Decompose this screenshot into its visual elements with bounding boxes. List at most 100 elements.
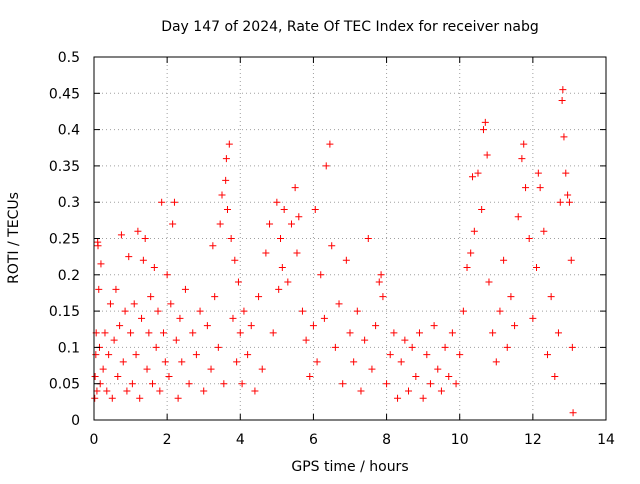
y-tick-label: 0.4: [58, 123, 80, 139]
data-point-marker: [559, 86, 567, 94]
data-point-marker: [394, 394, 402, 402]
data-point-marker: [185, 380, 193, 388]
data-point-marker: [287, 220, 295, 228]
data-point-marker: [295, 213, 303, 221]
data-point-marker: [207, 365, 215, 373]
x-tick-label: 8: [382, 432, 391, 448]
data-point-marker: [222, 155, 230, 163]
data-point-marker: [474, 169, 482, 177]
data-point-marker: [214, 343, 222, 351]
data-point-marker: [483, 151, 491, 159]
x-tick-label: 6: [309, 432, 318, 448]
data-point-marker: [269, 329, 277, 337]
data-point-marker: [99, 365, 107, 373]
data-point-marker: [489, 329, 497, 337]
data-point-marker: [518, 155, 526, 163]
data-point-marker: [112, 285, 120, 293]
data-point-marker: [547, 293, 555, 301]
data-point-marker: [156, 387, 164, 395]
points-layer: [91, 86, 577, 417]
data-point-marker: [154, 307, 162, 315]
data-point-marker: [123, 387, 131, 395]
data-point-marker: [456, 351, 464, 359]
data-point-marker: [240, 307, 248, 315]
data-point-marker: [536, 184, 544, 192]
data-point-marker: [163, 271, 171, 279]
data-point-marker: [353, 307, 361, 315]
axes-layer: 0 2 4 6 8 10 12 14 0 0.05 0.1 0.15 0.2 0.25 0.3 0.35 0.4…: [49, 50, 615, 448]
data-point-marker: [326, 140, 334, 148]
data-point-marker: [357, 387, 365, 395]
data-point-marker: [492, 358, 500, 366]
data-point-marker: [192, 351, 200, 359]
data-point-marker: [437, 387, 445, 395]
data-point-marker: [174, 394, 182, 402]
data-point-marker: [251, 387, 259, 395]
data-point-marker: [452, 380, 460, 388]
x-tick-label: 4: [236, 432, 245, 448]
data-point-marker: [203, 322, 211, 330]
data-point-marker: [284, 278, 292, 286]
data-point-marker: [95, 285, 103, 293]
data-point-marker: [97, 260, 105, 268]
data-point-marker: [522, 184, 530, 192]
data-point-marker: [150, 264, 158, 272]
data-point-marker: [302, 336, 310, 344]
data-point-marker: [275, 285, 283, 293]
data-point-marker: [306, 372, 314, 380]
data-point-marker: [390, 329, 398, 337]
data-point-marker: [383, 380, 391, 388]
data-point-marker: [320, 314, 328, 322]
data-point-marker: [298, 307, 306, 315]
data-point-marker: [244, 351, 252, 359]
data-point-marker: [255, 293, 263, 301]
data-point-marker: [401, 336, 409, 344]
data-point-marker: [141, 235, 149, 242]
data-point-marker: [138, 314, 146, 322]
x-axis-label: GPS time / hours: [291, 459, 408, 475]
data-point-marker: [273, 198, 281, 206]
data-point-marker: [342, 256, 350, 264]
data-point-marker: [125, 253, 133, 261]
data-point-marker: [534, 169, 542, 177]
data-point-marker: [211, 293, 219, 301]
data-point-marker: [567, 256, 575, 264]
data-point-marker: [139, 256, 147, 264]
data-point-marker: [361, 336, 369, 344]
x-tick-label: 12: [524, 432, 542, 448]
grid-layer: [94, 57, 606, 420]
y-tick-label: 0.45: [49, 86, 80, 102]
data-point-marker: [405, 387, 413, 395]
data-point-marker: [158, 198, 166, 206]
data-point-marker: [231, 256, 239, 264]
data-point-marker: [415, 329, 423, 337]
data-point-marker: [481, 118, 489, 126]
data-point-marker: [145, 329, 153, 337]
y-tick-label: 0.15: [49, 304, 80, 320]
data-point-marker: [233, 358, 241, 366]
data-point-marker: [234, 278, 242, 286]
data-point-marker: [386, 351, 394, 359]
data-point-marker: [291, 184, 299, 192]
data-point-marker: [328, 242, 336, 250]
data-point-marker: [134, 227, 142, 235]
data-point-marker: [408, 343, 416, 351]
data-point-marker: [262, 249, 270, 257]
data-point-marker: [106, 300, 114, 308]
data-point-marker: [485, 278, 493, 286]
data-point-marker: [167, 300, 175, 308]
chart-title: Day 147 of 2024, Rate Of TEC Index for r…: [161, 19, 539, 35]
data-point-marker: [412, 372, 420, 380]
data-point-marker: [159, 329, 167, 337]
y-tick-label: 0.3: [58, 195, 80, 211]
data-point-marker: [540, 227, 548, 235]
data-point-marker: [101, 329, 109, 337]
data-point-marker: [149, 380, 157, 388]
data-point-marker: [470, 227, 478, 235]
data-point-marker: [200, 387, 208, 395]
data-point-marker: [377, 271, 385, 279]
data-point-marker: [364, 235, 372, 242]
data-point-marker: [121, 307, 129, 315]
